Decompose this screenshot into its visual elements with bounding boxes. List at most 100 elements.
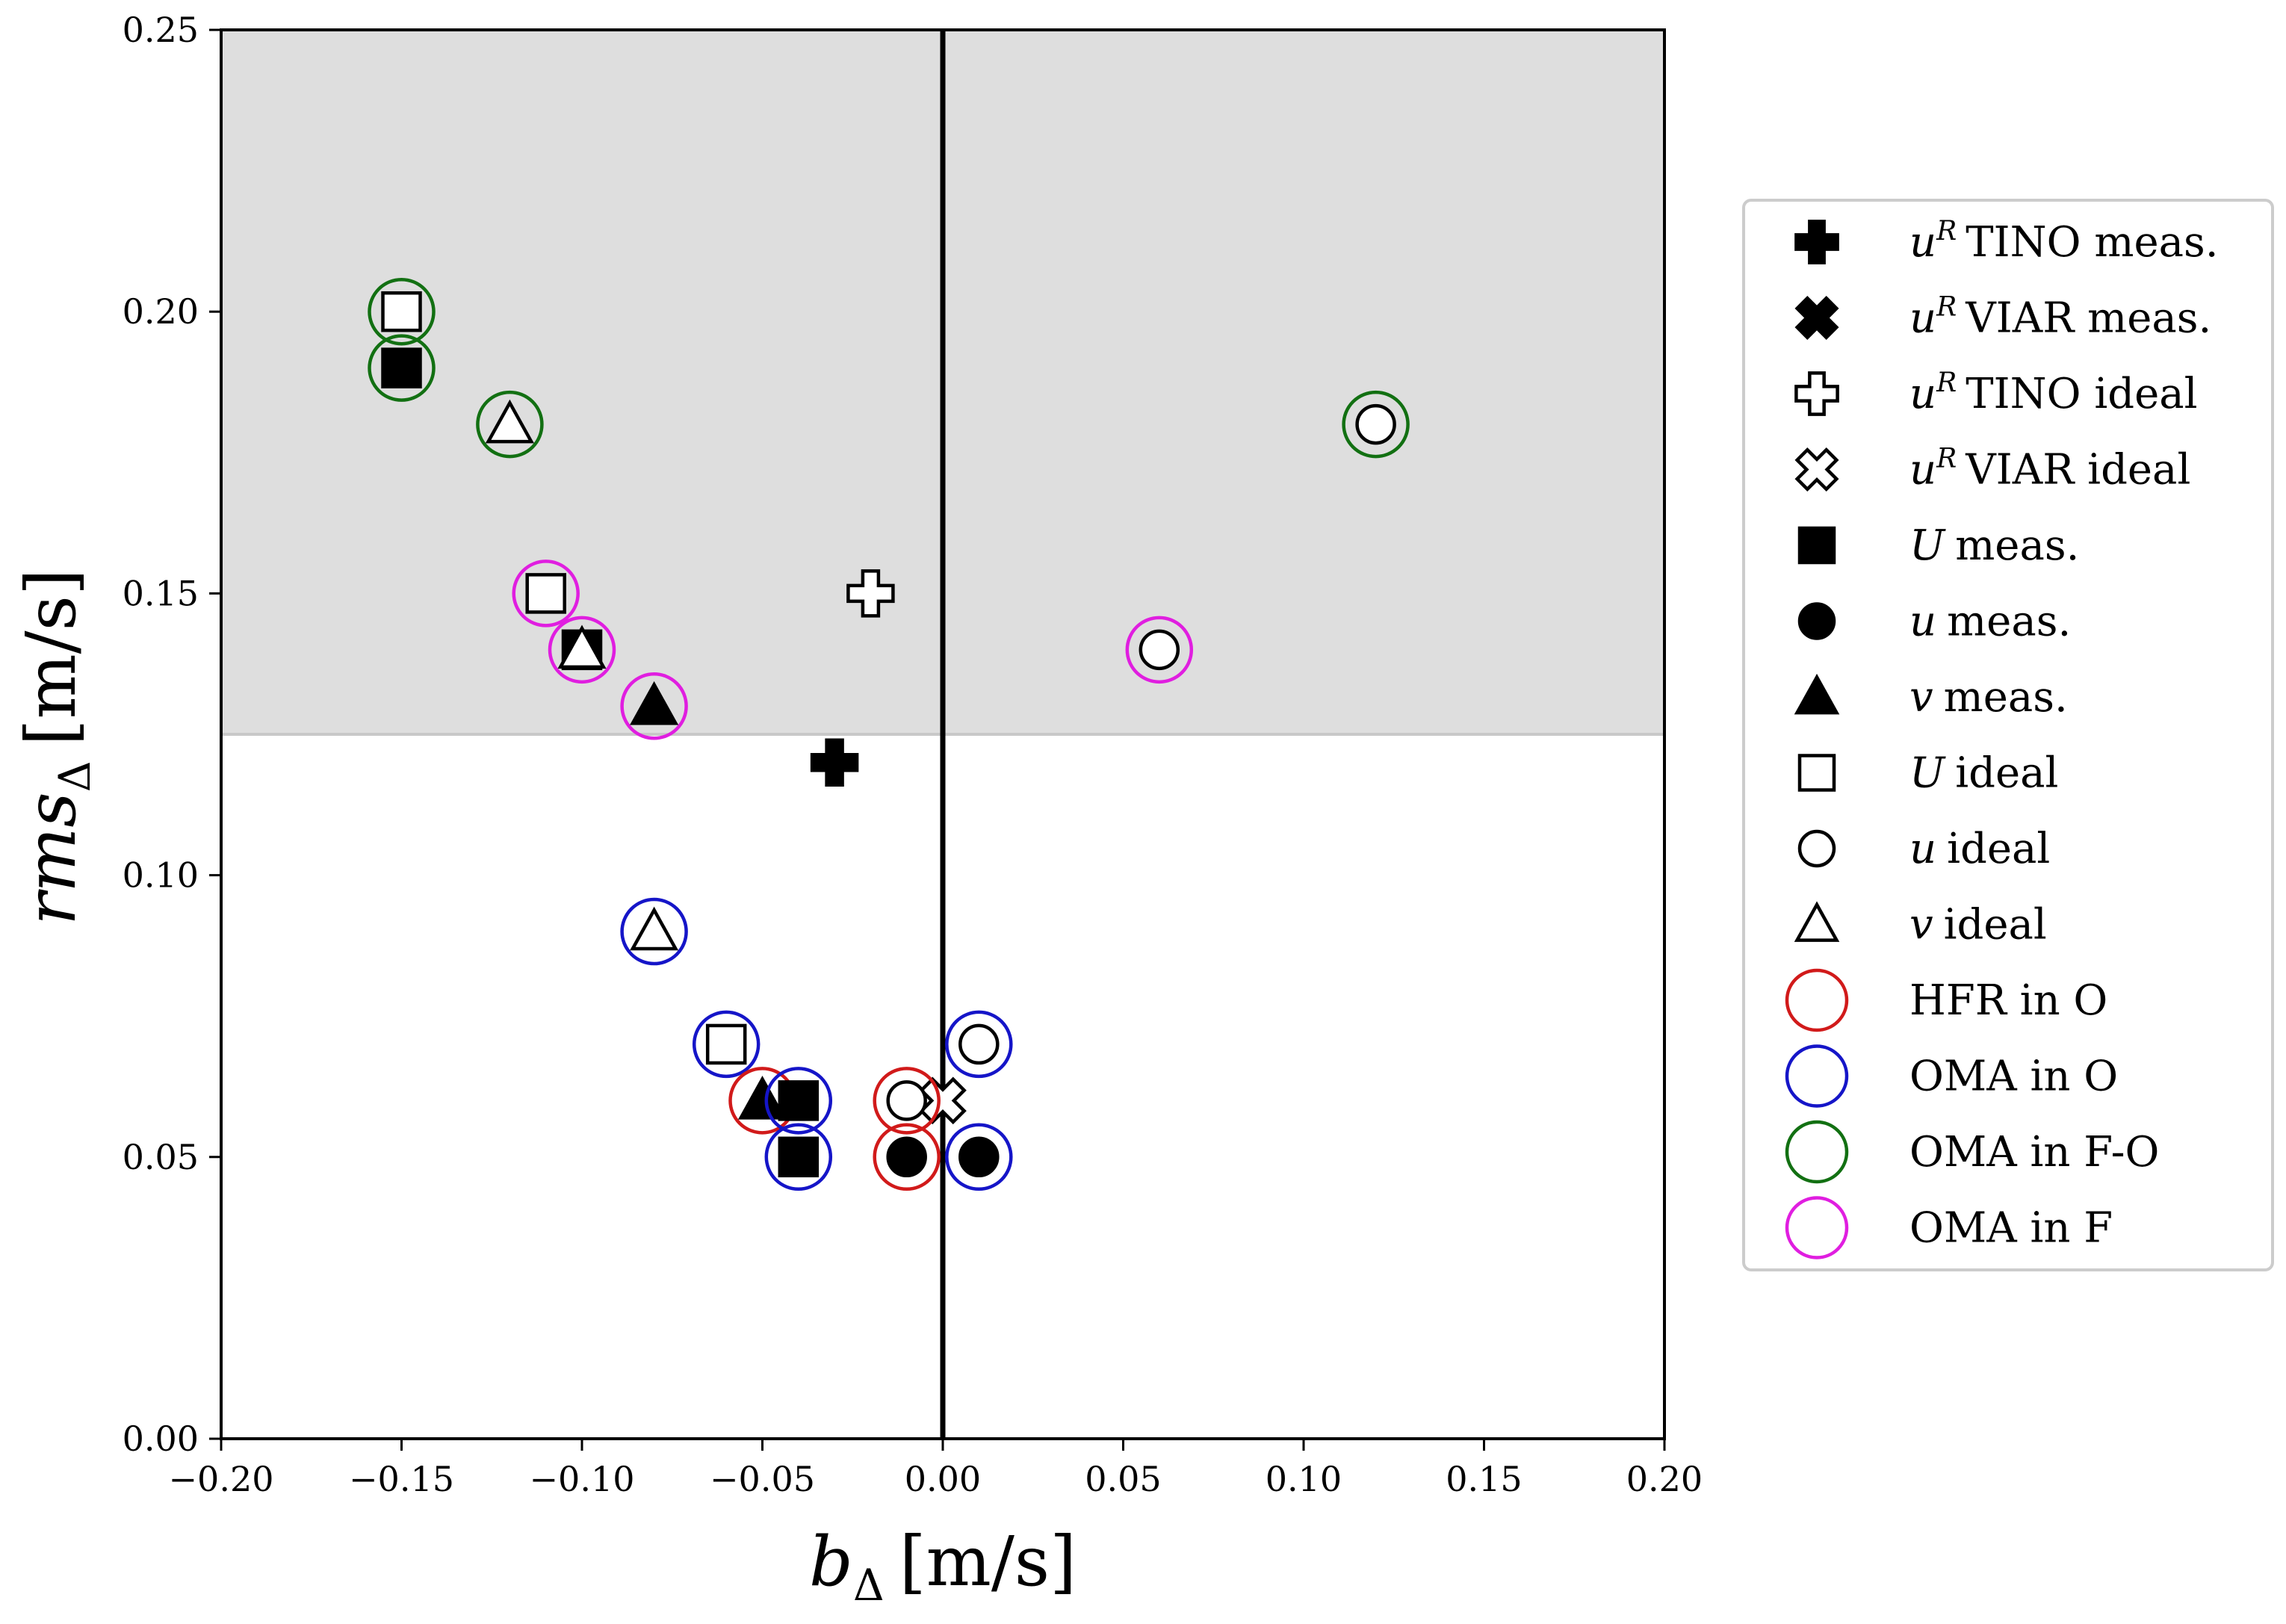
ring-marker [512,560,580,627]
x-tick-label: 0.20 [1626,1459,1703,1499]
marker-square-open [381,291,422,332]
ring-marker [764,1123,833,1191]
x-tick-label: −0.10 [530,1459,635,1499]
data-point-plus-filled [810,738,859,787]
x-tick-label: 0.10 [1266,1459,1342,1499]
data-point-square-filled [764,1123,833,1191]
ring-marker [873,1067,941,1135]
marker-circle-open [886,1080,927,1121]
legend-triangle-open-icon [1794,901,1840,942]
ring-marker [1125,616,1194,684]
legend-entry: v meas. [1794,673,2068,722]
ring-marker [620,672,688,740]
ring-marker [368,277,436,346]
y-tick-label: 0.00 [123,1419,199,1459]
data-point-circle-open [1342,390,1410,459]
ring-marker [692,1010,761,1079]
legend-x-filled-icon [1794,295,1839,341]
x-axis-label-unit: [m/s] [899,1522,1077,1602]
ring-marker [1342,390,1410,459]
legend: uR TINO meas. uR VIAR meas. uR TINO ideal uR VI… [1742,199,2274,1271]
legend-entry: uR VIAR meas. [1794,292,2211,343]
legend-entry: v ideal [1794,901,2047,949]
data-point-circle-filled [945,1123,1013,1191]
data-point-triangle-open [476,390,544,459]
legend-label: HFR in O [1909,976,2107,1025]
legend-label: OMA in F-O [1909,1128,2159,1177]
data-point-circle-open [945,1010,1013,1079]
legend-plus-open-icon [1794,371,1839,416]
legend-box [1742,199,2274,1271]
x-tick-label: −0.20 [169,1459,274,1499]
data-point-circle-filled [873,1123,941,1191]
legend-plus-filled-icon [1794,220,1839,264]
marker-plus-filled [810,738,859,787]
legend-circle-open-icon [1797,829,1836,868]
legend-entry: OMA in O [1785,1044,2118,1108]
y-axis-label-unit: [m/s] [11,568,91,746]
legend-label: uR TINO ideal [1909,368,2198,418]
legend-label: uR VIAR ideal [1909,444,2190,495]
legend-ring-icon [1785,1044,1849,1108]
x-tick-label: 0.15 [1446,1459,1522,1499]
marker-square-filled [778,1136,820,1178]
y-tick-label: 0.20 [123,291,199,332]
legend-square-open-icon [1797,754,1836,792]
data-point-square-open [512,560,580,627]
y-axis-label: rmsΔ [m/s] [11,568,100,926]
marker-triangle-open [630,906,679,951]
marker-square-open [525,573,566,614]
y-axis-label-sub: Δ [49,760,100,792]
x-tick-label: 0.05 [1085,1459,1161,1499]
x-tick-label: −0.15 [349,1459,454,1499]
y-tick-label: 0.10 [123,855,199,896]
data-point-square-open [368,277,436,346]
ring-marker [548,616,616,684]
legend-label: u meas. [1909,598,2071,646]
x-tick-label: 0.00 [905,1459,981,1499]
legend-ring-icon [1785,968,1849,1032]
legend-entry: uR TINO meas. [1794,216,2219,267]
y-tick-label: 0.25 [123,10,199,50]
marker-square-filled [381,347,422,388]
legend-label: v ideal [1909,901,2047,949]
legend-label: OMA in F [1909,1204,2113,1253]
marker-plus-open [846,569,895,618]
marker-triangle-open [485,399,534,444]
marker-circle-filled [886,1136,927,1178]
y-tick-label: 0.15 [123,573,199,613]
marker-circle-open [1139,629,1180,671]
legend-square-filled-icon [1797,526,1836,565]
y-tick-label: 0.05 [123,1137,199,1177]
marker-circle-open [1355,403,1396,445]
x-axis-label-main: b [809,1522,853,1602]
legend-entry: OMA in F [1785,1196,2113,1259]
legend-entry: u ideal [1797,825,2050,873]
legend-label: OMA in O [1909,1053,2118,1101]
data-point-square-filled [368,334,436,402]
legend-entry: HFR in O [1785,968,2107,1032]
legend-entry: uR TINO ideal [1794,368,2198,418]
ring-marker [945,1123,1013,1191]
legend-entry: u meas. [1797,598,2071,646]
marker-triangle-open [557,625,607,669]
legend-label: uR VIAR meas. [1909,292,2211,343]
ring-marker [476,390,544,459]
data-point-plus-open [846,569,895,618]
data-point-square-open [692,1010,761,1079]
data-point-triangle-open [620,897,688,966]
legend-entry: OMA in F-O [1785,1120,2159,1184]
ring-marker [368,334,436,402]
x-axis-label-sub: Δ [853,1560,885,1611]
legend-label: uR TINO meas. [1909,216,2219,267]
legend-entry: uR VIAR ideal [1794,444,2190,495]
marker-square-open [705,1023,747,1065]
marker-triangle-filled [737,1075,787,1120]
legend-triangle-filled-icon [1794,673,1840,715]
x-tick-label: −0.05 [710,1459,815,1499]
legend-label: v meas. [1909,673,2068,722]
marker-circle-filled [958,1136,1000,1178]
